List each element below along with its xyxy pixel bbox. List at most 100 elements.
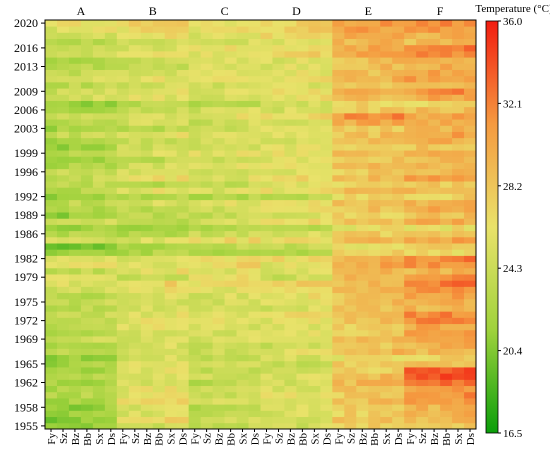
group-label-d: D: [292, 4, 301, 18]
heatmap-cell: [464, 329, 477, 337]
heatmap-cell: [332, 422, 345, 430]
heatmap-cell: [224, 311, 237, 318]
heatmap-cell: [260, 280, 273, 287]
heatmap-cell: [92, 422, 106, 430]
heatmap-cell: [45, 404, 58, 411]
heatmap-cell: [404, 348, 417, 356]
heatmap-cell: [416, 348, 429, 356]
heatmap-cell: [356, 218, 369, 225]
heatmap-cell: [344, 373, 357, 380]
heatmap-cell: [236, 218, 249, 225]
heatmap-cell: [392, 280, 405, 287]
heatmap-cell: [152, 404, 166, 411]
heatmap-cell: [116, 342, 130, 349]
heatmap-cell: [176, 404, 190, 411]
heatmap-cell: [92, 274, 106, 281]
heatmap-cell: [440, 218, 453, 225]
heatmap-cell: [45, 218, 58, 225]
heatmap-cell: [152, 94, 166, 101]
heatmap-cell: [188, 125, 202, 132]
heatmap-cell: [440, 26, 453, 33]
heatmap-cell: [356, 156, 369, 163]
heatmap-cell: [308, 106, 321, 114]
heatmap-cell: [380, 274, 393, 281]
heatmap-cell: [164, 168, 178, 176]
heatmap-cell: [104, 336, 118, 343]
heatmap-cell: [45, 193, 58, 201]
heatmap-cell: [80, 292, 94, 300]
heatmap-cell: [416, 32, 429, 39]
heatmap-cell: [272, 298, 285, 306]
heatmap-cell: [452, 404, 465, 411]
heatmap-cell: [404, 305, 417, 312]
heatmap-cell: [392, 100, 405, 108]
heatmap-cell: [68, 38, 82, 46]
heatmap-cell: [248, 422, 261, 430]
heatmap-cell: [308, 174, 321, 182]
heatmap-cell: [404, 292, 417, 300]
heatmap-cell: [92, 174, 106, 182]
heatmap-cell: [152, 224, 166, 232]
heatmap-cell: [152, 32, 166, 39]
heatmap-cell: [428, 57, 441, 64]
heatmap-cell: [140, 311, 154, 318]
heatmap-cell: [320, 398, 333, 405]
heatmap-cell: [45, 205, 58, 213]
heatmap-cell: [212, 100, 225, 108]
heatmap-cell: [308, 187, 321, 194]
heatmap-cell: [248, 32, 261, 39]
heatmap-cell: [320, 26, 333, 33]
heatmap-cell: [104, 354, 118, 362]
heatmap-cell: [200, 261, 214, 269]
heatmap-cell: [236, 50, 249, 58]
heatmap-cell: [188, 224, 202, 232]
heatmap-cell: [164, 112, 178, 120]
heatmap-cell: [344, 243, 357, 250]
heatmap-cell: [368, 230, 381, 238]
heatmap-cell: [116, 212, 130, 219]
heatmap-cell: [380, 88, 393, 95]
heatmap-cell: [140, 168, 154, 176]
y-tick-label: 1999: [14, 146, 38, 160]
heatmap-cell: [188, 249, 202, 256]
heatmap-cell: [320, 286, 333, 294]
heatmap-cell: [212, 44, 225, 52]
colorbar-gradient-bar: [485, 20, 499, 434]
heatmap-cell: [140, 317, 154, 325]
heatmap-cell: [260, 398, 273, 405]
heatmap-cell: [356, 81, 369, 89]
heatmap-cell: [440, 112, 453, 120]
heatmap-cell: [368, 199, 381, 207]
heatmap-cell: [188, 286, 202, 294]
heatmap-cell: [284, 38, 297, 46]
heatmap-cell: [260, 50, 273, 58]
heatmap-cell: [56, 168, 70, 176]
heatmap-cell: [404, 323, 417, 331]
heatmap-cell: [152, 367, 166, 374]
heatmap-cell: [332, 26, 345, 33]
heatmap-cell: [164, 311, 178, 318]
heatmap-cell: [332, 255, 345, 263]
heatmap-cell: [188, 156, 202, 163]
heatmap-cell: [452, 261, 465, 269]
heatmap-cell: [368, 75, 381, 83]
heatmap-cell: [272, 212, 285, 219]
heatmap-cell: [128, 348, 142, 356]
heatmap-cell: [188, 75, 202, 83]
heatmap-cell: [404, 26, 417, 33]
heatmap-cell: [116, 63, 130, 70]
heatmap-cell: [368, 100, 381, 108]
heatmap-cell: [128, 379, 142, 387]
heatmap-cell: [272, 354, 285, 362]
heatmap-cell: [92, 119, 106, 126]
heatmap-cell: [332, 187, 345, 194]
heatmap-cell: [392, 44, 405, 52]
heatmap-cell: [380, 243, 393, 250]
heatmap-cell: [404, 261, 417, 269]
heatmap-cell: [56, 50, 70, 58]
heatmap-cell: [45, 243, 58, 250]
heatmap-cell: [224, 168, 237, 176]
heatmap-cell: [464, 199, 477, 207]
heatmap-cell: [416, 286, 429, 294]
